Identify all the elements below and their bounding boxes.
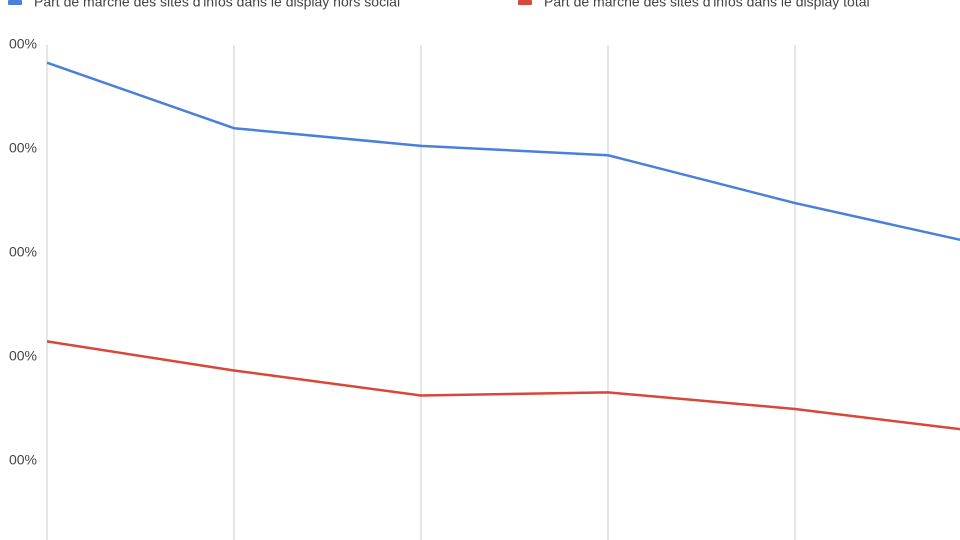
y-tick-label: 00% [9, 452, 37, 468]
y-tick-label: 00% [9, 244, 37, 260]
legend-swatch [8, 0, 22, 5]
y-tick-label: 00% [9, 36, 37, 52]
legend-label: Part de marché des sites d'infos dans le… [544, 0, 870, 10]
series-line [46, 340, 960, 431]
legend: Part de marché des sites d'infos dans le… [8, 0, 870, 10]
legend-label: Part de marché des sites d'infos dans le… [34, 0, 400, 10]
y-tick-label: 00% [9, 348, 37, 364]
legend-swatch [518, 0, 532, 5]
plot [46, 61, 960, 431]
grid: 00% 00% 00% 00% 00% [9, 36, 796, 540]
y-tick-label: 00% [9, 140, 37, 156]
series-line [46, 61, 960, 242]
